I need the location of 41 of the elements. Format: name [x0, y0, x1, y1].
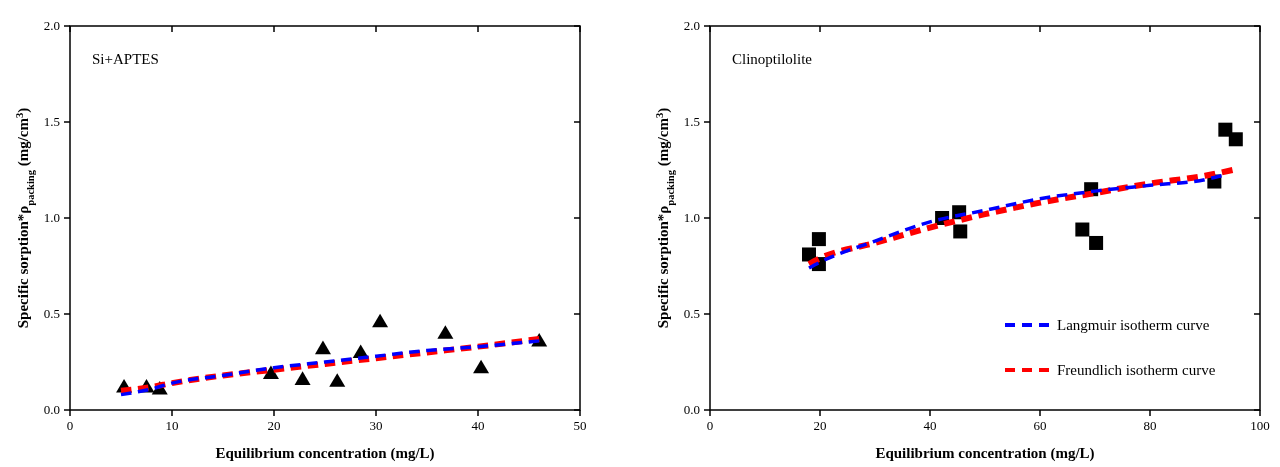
x-axis-title: Equilibrium concentration (mg/L) [875, 445, 1095, 462]
x-tick-label: 60 [1033, 418, 1047, 433]
y-tick-label: 0.5 [43, 306, 60, 321]
point [1075, 222, 1090, 237]
point [372, 313, 389, 328]
x-tick-label: 20 [813, 418, 827, 433]
y-tick-label: 2.0 [683, 18, 700, 33]
x-tick-label: 0 [706, 418, 714, 433]
point [1218, 122, 1233, 137]
point [437, 325, 454, 339]
x-tick-label: 30 [369, 418, 383, 433]
x-tick-label: 50 [573, 418, 587, 433]
x-axis-title: Equilibrium concentration (mg/L) [215, 445, 435, 462]
x-tick-label: 20 [267, 418, 281, 433]
y-tick-label: 0.5 [683, 306, 700, 321]
legend-label: Langmuir isotherm curve [1057, 317, 1210, 333]
point [329, 373, 346, 387]
annotation: Si+APTES [92, 51, 159, 67]
y-tick-label: 1.5 [43, 114, 60, 129]
point [953, 224, 968, 239]
point [1089, 235, 1104, 250]
point [1228, 132, 1243, 147]
x-tick-label: 40 [471, 418, 485, 433]
y-tick-label: 1.5 [683, 114, 700, 129]
x-tick-label: 0 [66, 418, 74, 433]
point [262, 365, 279, 380]
x-tick-label: 100 [1250, 418, 1270, 433]
legend-label: Freundlich isotherm curve [1057, 362, 1216, 378]
y-tick-label: 1.0 [43, 210, 60, 225]
y-tick-label: 2.0 [43, 18, 60, 33]
y-tick-label: 1.0 [683, 210, 700, 225]
point [811, 232, 826, 247]
point [294, 371, 311, 385]
point [473, 359, 490, 374]
annotation: Clinoptilolite [732, 51, 813, 67]
x-tick-label: 40 [923, 418, 937, 433]
point [314, 340, 331, 355]
y-tick-label: 0.0 [683, 402, 700, 417]
y-tick-label: 0.0 [43, 402, 60, 417]
x-tick-label: 80 [1143, 418, 1157, 433]
x-tick-label: 10 [165, 418, 179, 433]
